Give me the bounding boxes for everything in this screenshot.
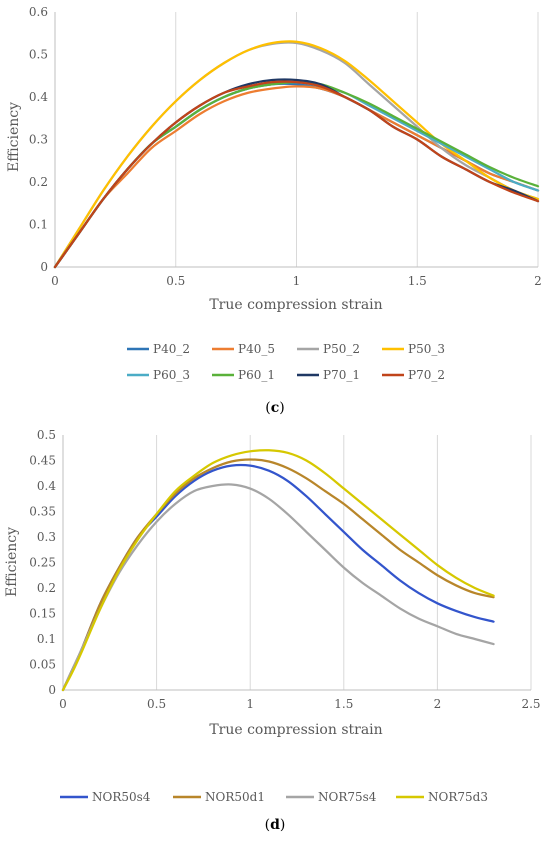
d-y-tick-label: 0.35	[29, 505, 56, 519]
d-legend-label: NOR75s4	[318, 790, 377, 804]
c-legend-item: P40_5	[212, 342, 275, 356]
c-legend-item: P60_3	[127, 368, 190, 382]
d-legend-item: NOR75d3	[396, 790, 488, 804]
d-y-tick-label: 0.45	[29, 454, 56, 468]
c-legend-label: P70_2	[408, 368, 445, 382]
c-legend-label: P50_3	[408, 342, 445, 356]
c-y-tick-label: 0.6	[29, 5, 48, 19]
c-y-tick-label: 0	[40, 260, 48, 274]
d-legend-label: NOR75d3	[428, 790, 488, 804]
c-y-tick-label: 0.1	[29, 218, 48, 232]
c-x-tick-label: 1	[293, 274, 301, 288]
chart-c: 0 0.5 1 1.5 2 0 0.1 0.2 0.3 0.4 0.5 0.6 True compre…	[6, 5, 542, 416]
d-y-tick-label: 0.5	[37, 428, 56, 442]
d-panel-letter: d	[270, 817, 280, 833]
c-legend-item: P50_3	[382, 342, 445, 356]
c-series-line-p50_3	[53, 40, 540, 269]
c-legend-label: P50_2	[323, 342, 360, 356]
d-y-tick-label: 0.2	[37, 581, 56, 595]
c-legend-item: P70_2	[382, 368, 445, 382]
d-legend: NOR50s4 NOR50d1 NOR75s4 NOR75d3	[60, 790, 488, 804]
c-series	[53, 40, 540, 269]
c-legend-item: P50_2	[297, 342, 360, 356]
d-series-line-nor50s4	[61, 463, 495, 692]
d-legend-label: NOR50s4	[92, 790, 151, 804]
c-axes	[54, 12, 538, 268]
d-ticks: 0 0.5 1 1.5 2 2.5 0 0.05 0.1 0.15 0.2 0.25 0.3 0.35 0.…	[29, 428, 540, 711]
d-legend-label: NOR50d1	[205, 790, 265, 804]
d-panel-label: (d)	[265, 817, 286, 833]
c-panel-label: (c)	[265, 400, 284, 416]
chart-d: 0 0.5 1 1.5 2 2.5 0 0.05 0.1 0.15 0.2 0.25 0.3 0.35 0.…	[4, 428, 541, 833]
d-y-axis-label: Efficiency	[4, 527, 20, 597]
d-y-tick-label: 0.1	[37, 632, 56, 646]
d-legend-item: NOR50d1	[173, 790, 265, 804]
d-y-tick-label: 0.25	[29, 556, 56, 570]
d-series-line-nor75d3	[61, 449, 495, 692]
c-legend-item: P40_2	[127, 342, 190, 356]
d-y-tick-label: 0	[48, 683, 56, 697]
c-series-line-p70_2	[53, 80, 540, 269]
c-y-tick-label: 0.5	[29, 48, 48, 62]
c-series-line-p40_5	[53, 85, 540, 269]
d-axes	[62, 435, 531, 691]
d-x-axis-label: True compression strain	[209, 722, 382, 738]
d-y-tick-label: 0.15	[29, 607, 56, 621]
d-x-tick-label: 2	[434, 697, 442, 711]
c-legend-label: P40_2	[153, 342, 190, 356]
c-legend-label: P60_1	[238, 368, 275, 382]
d-grid	[156, 435, 532, 690]
c-ticks: 0 0.5 1 1.5 2 0 0.1 0.2 0.3 0.4 0.5 0.6	[29, 5, 542, 288]
d-x-tick-label: 1	[246, 697, 254, 711]
d-series-line-nor75s4	[61, 483, 495, 692]
c-x-tick-label: 1.5	[408, 274, 427, 288]
d-x-tick-label: 0.5	[147, 697, 166, 711]
c-x-tick-label: 0.5	[166, 274, 185, 288]
c-panel-letter: c	[271, 400, 280, 416]
c-y-tick-label: 0.4	[29, 90, 48, 104]
c-x-tick-label: 2	[534, 274, 542, 288]
c-legend: P40_2 P40_5 P50_2 P50_3 P60_3 P60_1 P70_1 P70_2	[127, 342, 445, 382]
d-x-tick-label: 2.5	[521, 697, 540, 711]
d-x-tick-label: 1.5	[334, 697, 353, 711]
d-series-line-nor50d1	[61, 458, 495, 692]
c-x-tick-label: 0	[51, 274, 59, 288]
c-y-tick-label: 0.2	[29, 175, 48, 189]
c-legend-item: P70_1	[297, 368, 360, 382]
c-x-axis-label: True compression strain	[209, 297, 382, 313]
d-y-tick-label: 0.4	[37, 479, 56, 493]
d-series	[61, 449, 495, 692]
c-grid	[175, 12, 539, 267]
c-y-axis-label: Efficiency	[6, 102, 22, 172]
c-legend-label: P70_1	[323, 368, 360, 382]
c-legend-item: P60_1	[212, 368, 275, 382]
c-legend-label: P40_5	[238, 342, 275, 356]
d-x-tick-label: 0	[59, 697, 67, 711]
d-legend-item: NOR50s4	[60, 790, 151, 804]
d-y-tick-label: 0.3	[37, 530, 56, 544]
d-y-tick-label: 0.05	[29, 658, 56, 672]
d-legend-item: NOR75s4	[286, 790, 377, 804]
c-y-tick-label: 0.3	[29, 133, 48, 147]
c-legend-label: P60_3	[153, 368, 190, 382]
